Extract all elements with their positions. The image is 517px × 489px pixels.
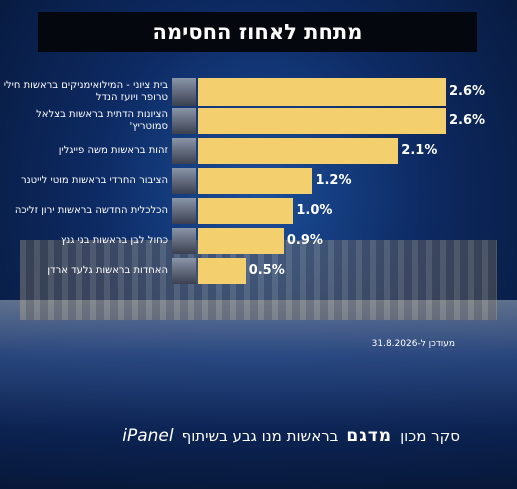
footer: סקר מכון מדגם בראשות מנו גבע בשיתוף iPan… [110,426,460,446]
footer-credit: בראשות מנו גבע בשיתוף [181,427,339,445]
value-label: 0.9% [286,233,323,248]
candidate-photo [172,168,196,194]
value-label: 1.2% [315,173,352,188]
category-label: הציבור החרדי בראשות מוטי לייטנר [21,175,168,186]
chart-title: מתחת לאחוז החסימה [152,20,363,44]
title-box [38,12,477,52]
bar [198,198,294,224]
value-label: 2.6% [449,84,486,99]
category-label: כחול לבן בראשות בני גנץ [60,235,168,246]
category-label: זהות בראשות משה פייגלין [58,145,168,156]
value-label: 0.5% [248,263,285,278]
background-floor [0,300,517,489]
update-note: מעודכן ל-31.8.2026 [371,339,455,349]
value-label: 2.6% [449,113,486,128]
bar [198,258,246,284]
candidate-photo [172,138,196,164]
bar [198,108,446,134]
bar [198,168,313,194]
footer-partner: iPanel [122,426,174,446]
category-label: הציונות הדתית בראשות בצלאל סמוטריץ' [36,109,168,132]
value-label: 1.0% [296,203,333,218]
bar [198,138,399,164]
bar [198,228,284,254]
value-label: 2.1% [401,143,438,158]
candidate-photo [172,108,196,134]
candidate-photo [172,78,196,106]
category-label: הכלכלית החדשה בראשות ירון זליכה [14,205,168,216]
category-label: האחדות בראשות גלעד ארדן [47,265,168,276]
candidate-photo [172,198,196,224]
footer-survey: סקר מכון [400,427,460,445]
bar [198,78,446,106]
category-label: בית ציוני - המילואימניקים בראשות חילי טר… [3,80,168,103]
candidate-photo [172,258,196,284]
footer-logo: מדגם [346,426,393,446]
candidate-photo [172,228,196,254]
